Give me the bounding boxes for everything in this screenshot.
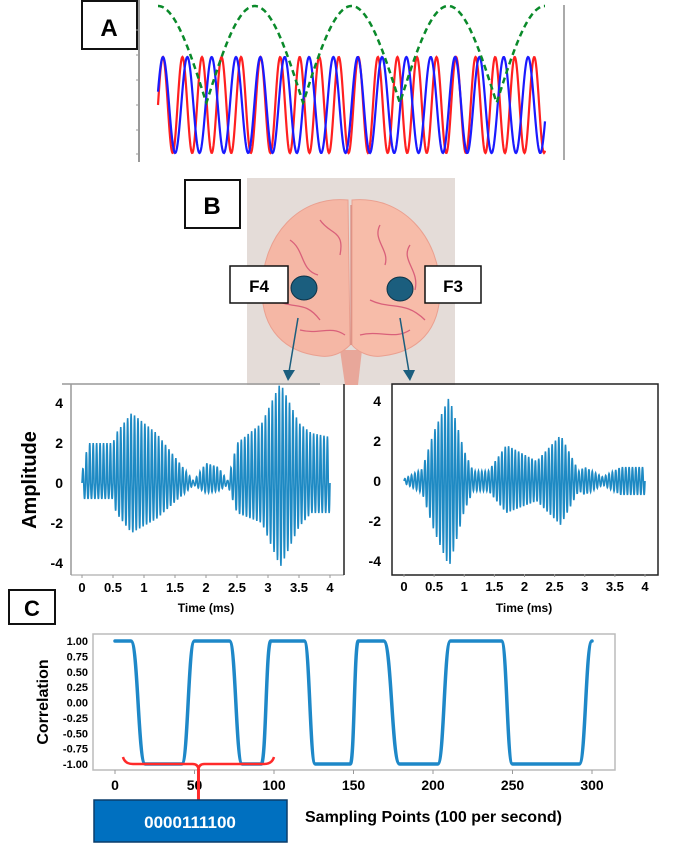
eeg-f4-x-label: Time (ms) — [178, 601, 234, 615]
x-tick-label: 4 — [326, 580, 334, 595]
x-tick-label: 2.5 — [546, 579, 564, 594]
eeg-y-label: Amplitude — [19, 431, 41, 529]
y-tick-label: -0.25 — [63, 713, 88, 725]
arrow-f3-line — [399, 317, 410, 373]
panel-b-label-box — [184, 179, 241, 229]
panel-b-label: B — [203, 193, 220, 220]
y-tick-label: 0.50 — [67, 667, 88, 679]
eeg-signal-series — [81, 385, 331, 566]
panel-c-label-box — [8, 589, 56, 625]
electrode-label-box-f4 — [229, 265, 289, 304]
arrow-f3-head — [403, 370, 415, 381]
y-tick-label: 2 — [373, 433, 381, 449]
x-tick-label: 250 — [501, 777, 525, 793]
electrode-label-f3: F3 — [443, 277, 463, 296]
x-tick-label: 0.5 — [425, 579, 443, 594]
y-tick-label: -4 — [369, 553, 382, 569]
correlation-y-label: Correlation — [35, 659, 52, 744]
x-tick-label: 1.5 — [166, 580, 184, 595]
y-tick-label: 0.00 — [67, 698, 88, 710]
x-tick-label: 0 — [400, 579, 407, 594]
panel-a-label: A — [100, 15, 117, 42]
x-tick-label: 2 — [521, 579, 528, 594]
y-tick-label: -2 — [51, 515, 64, 531]
eeg-plot-f4: 0 0.5 1 1.5 2 2.5 3 3.5 4 4 2 0 -2 -4 Time (ms) Ampli… — [19, 383, 345, 615]
blue-sine-series — [156, 55, 547, 155]
x-tick-label: 150 — [342, 777, 366, 793]
x-tick-label: 3 — [581, 579, 588, 594]
panel-a-label-box — [81, 0, 138, 50]
panel-c: C 1.00 0.75 0.50 0.25 0.00 -0.25 -0.50 -0.75 -1.… — [8, 589, 616, 843]
x-tick-label: 2.5 — [228, 580, 246, 595]
x-tick-label: 1.5 — [485, 579, 503, 594]
x-tick-label: 0.5 — [104, 580, 122, 595]
panel-c-label: C — [24, 596, 40, 621]
binary-code-box — [93, 799, 288, 843]
y-tick-label: 0 — [373, 473, 381, 489]
eeg-f3-frame — [391, 383, 659, 576]
x-tick-label: 4 — [641, 579, 649, 594]
electrode-label-box-f3 — [424, 265, 482, 304]
correlation-series — [113, 639, 594, 766]
y-tick-label: 4 — [373, 393, 381, 409]
arrow-f4-line — [288, 317, 299, 373]
eeg-signal-series — [403, 398, 646, 564]
y-tick-label: 1.00 — [67, 636, 88, 648]
x-tick-label: 3.5 — [606, 579, 624, 594]
x-tick-label: 200 — [421, 777, 445, 793]
brain-illustration — [261, 199, 441, 385]
panel-a: A — [81, 0, 565, 162]
y-tick-label: -0.50 — [63, 728, 88, 740]
x-tick-label: 3 — [264, 580, 271, 595]
red-sine-series — [156, 55, 547, 155]
electrode-f4 — [290, 275, 318, 301]
x-tick-label: 300 — [580, 777, 604, 793]
y-tick-label: 0 — [55, 475, 63, 491]
x-tick-label: 1 — [140, 580, 147, 595]
x-tick-label: 1 — [461, 579, 468, 594]
x-tick-label: 50 — [187, 777, 203, 793]
green-beat-envelope-series — [158, 4, 545, 106]
eeg-plot-f3: 0 0.5 1 1.5 2 2.5 3 3.5 4 4 2 0 -2 -4 Time (ms) — [369, 383, 659, 615]
eeg-f3-x-label: Time (ms) — [496, 601, 552, 615]
x-tick-label: 100 — [262, 777, 286, 793]
y-tick-label: 2 — [55, 435, 63, 451]
y-tick-label: -2 — [369, 513, 382, 529]
correlation-x-label: Sampling Points (100 per second) — [305, 809, 562, 826]
y-tick-label: 0.75 — [67, 651, 88, 663]
arrow-f4-head — [283, 370, 295, 381]
y-tick-label: -1.00 — [63, 759, 88, 771]
y-tick-label: -0.75 — [63, 744, 88, 756]
y-tick-label: -4 — [51, 555, 64, 571]
y-tick-label: 4 — [55, 395, 63, 411]
y-tick-label: 0.25 — [67, 682, 88, 694]
electrode-f3 — [386, 276, 414, 302]
binary-code-text: 0000111100 — [144, 813, 236, 832]
x-tick-label: 0 — [111, 777, 119, 793]
electrode-label-f4: F4 — [249, 277, 269, 296]
x-tick-label: 2 — [202, 580, 209, 595]
x-tick-label: 0 — [78, 580, 85, 595]
x-tick-label: 3.5 — [290, 580, 308, 595]
panel-b: B F4 F3 — [184, 178, 482, 385]
